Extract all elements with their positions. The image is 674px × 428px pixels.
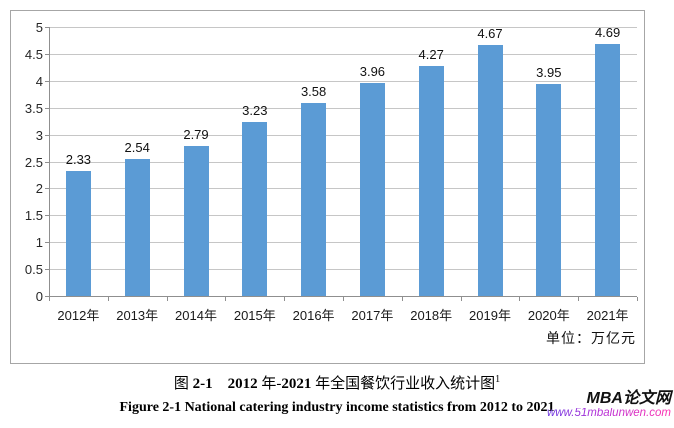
tick-mark [45,53,49,55]
chart-bar [477,44,503,296]
x-axis-tick-label: 2014年 [175,308,217,323]
figure-caption-en: Figure 2-1 National catering industry in… [119,400,555,415]
x-axis-tick-label: 2017年 [351,308,394,323]
caption-text-part: 2-1 [192,376,213,392]
gridline [49,161,637,163]
tick-mark [166,297,168,301]
chart-bar [242,122,268,296]
x-axis-tick-label: 2020年 [527,308,570,323]
x-axis-tick-label: 2012年 [57,308,100,323]
chart-bar [183,145,209,296]
bar-value-label: 3.58 [300,84,327,100]
tick-mark [45,242,49,244]
x-axis-tick-label: 2019年 [469,308,511,323]
tick-mark [460,297,462,301]
tick-mark [49,297,50,301]
chart-bar [301,103,327,296]
bar-value-label: 4.69 [594,24,621,40]
x-axis-tick-label: 2018年 [410,308,453,323]
y-axis-tick-label: 4 [35,73,43,89]
gridline [49,242,637,244]
tick-mark [45,161,49,163]
gridline [49,27,637,28]
tick-mark [45,215,49,217]
x-axis-tick-label: 2015年 [233,308,276,323]
watermark-url: www.51mbalunwen.com [546,407,671,419]
gridline [49,80,637,82]
gridline [49,107,637,109]
y-axis-tick-label: 1.5 [24,208,43,224]
caption-text-part: 年- [257,376,282,392]
tick-mark [45,188,49,190]
chart-bar [124,159,150,296]
tick-mark [45,269,49,271]
tick-mark [401,297,403,301]
tick-mark [343,297,344,301]
gridline [49,188,637,190]
caption-text-part: 2012 [227,376,258,392]
caption-text-part: 年全国餐饮行业收入统计图 [311,376,496,392]
gridline [49,53,637,55]
tick-mark [45,296,49,297]
tick-mark [284,297,286,301]
bar-value-label: 4.67 [477,25,503,41]
chart-bar [536,83,562,296]
y-axis-tick-label: 3.5 [24,100,43,116]
tick-mark [45,134,49,136]
tick-mark [45,27,49,28]
bar-value-label: 2.79 [183,126,209,142]
tick-mark [107,297,109,301]
footnote-superscript: 1 [495,374,501,385]
plot-area: 2.33 2.54 2.79 3.23 3.58 3.96 4.27 4.67 3.95 4.69 [49,24,637,296]
tick-mark [637,297,638,301]
y-axis-line [49,27,50,300]
y-axis-tick-label: 0 [35,289,43,304]
chart-bar [595,43,621,296]
tick-mark [225,297,227,301]
gridline [49,134,637,136]
y-axis-tick-label: 3 [35,127,43,143]
x-axis-tick-label: 2013年 [116,308,159,323]
caption-text-part: 图 [173,376,193,392]
chart-bar [65,170,91,296]
bar-value-label: 2.33 [65,151,92,167]
y-axis-tick-label: 0.5 [24,262,43,278]
chart-bar [418,66,444,296]
y-axis-tick-label: 2 [35,181,43,197]
y-axis-tick-label: 4.5 [24,46,43,62]
bar-value-label: 4.27 [418,47,444,63]
bar-value-label: 3.95 [536,64,562,80]
unit-label: 单位：万亿元 [546,332,636,347]
watermark: MBA论文网 www.51mbalunwen.com [547,391,671,420]
caption-text-part: 2021 [281,376,312,392]
chart-bar [359,82,385,296]
figure-caption-zh: 图 2-1 2012 年-2021 年全国餐饮行业收入统计图1 [0,372,674,393]
x-axis-line [49,296,637,297]
y-axis-tick-label: 1 [35,235,43,251]
y-axis-tick-label: 5 [35,20,43,35]
x-axis-tick-label: 2021年 [586,308,629,323]
chart-frame: 2.33 2.54 2.79 3.23 3.58 3.96 4.27 4.67 3.95 4.69… [10,10,645,364]
bar-value-label: 3.96 [359,63,386,79]
caption-text-part [213,376,228,392]
bar-value-label: 2.54 [124,140,150,156]
tick-mark [45,107,49,109]
bar-value-label: 3.23 [242,103,268,119]
tick-mark [578,297,580,301]
y-axis-tick-label: 2.5 [24,154,43,170]
gridline [49,215,637,217]
tick-mark [519,297,521,301]
watermark-brand: MBA论文网 [586,390,671,407]
gridline [49,269,637,271]
x-axis-tick-label: 2016年 [292,308,335,323]
tick-mark [45,80,49,82]
